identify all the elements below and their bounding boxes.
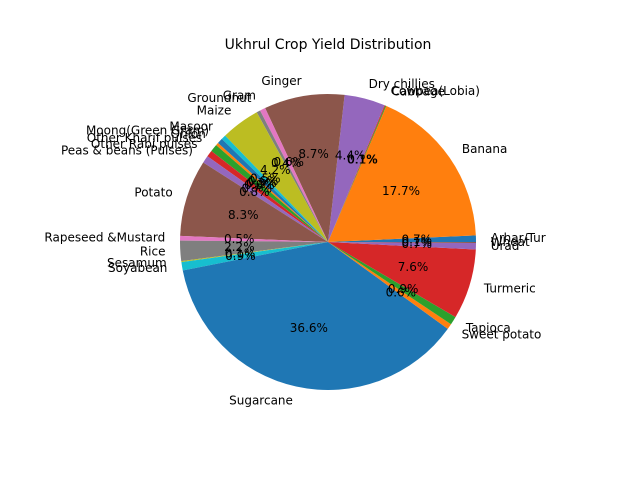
pie-slice-peas-beans-pulses — [203, 156, 328, 242]
pie-slice-cowpea-lobia — [328, 105, 386, 242]
slice-percent-other-kharif-pulses: 0.8% — [244, 178, 275, 192]
slice-percent-maize: 4.2% — [260, 163, 291, 177]
pie-slice-masoor — [221, 135, 328, 242]
slice-percent-cabbage: 0.1% — [347, 153, 378, 167]
slice-percent-cowpea-lobia: 0.1% — [347, 153, 378, 167]
pie-slice-wheat — [328, 242, 476, 243]
pie-slice-sugarcane — [182, 242, 448, 390]
slice-label-ginger: Ginger — [261, 74, 301, 88]
pie-slice-onion — [216, 143, 328, 242]
slice-label-potato: Potato — [134, 186, 172, 200]
pie-slice-other-rabi-pulses — [207, 150, 328, 242]
chart-title: Ukhrul Crop Yield Distribution — [225, 37, 432, 53]
pie-slices — [180, 94, 476, 390]
pie-slice-tapioca — [328, 242, 456, 325]
slice-percent-dry-chillies: 4.4% — [335, 149, 366, 163]
pie-slice-ginger — [265, 94, 345, 242]
pie-slice-sesamum — [181, 242, 328, 263]
slice-label-maize: Maize — [197, 103, 232, 117]
slice-label-cabbage: Cabbage — [392, 85, 445, 99]
slice-percent-wheat: 0.1% — [402, 235, 433, 249]
pie-slice-urad — [328, 242, 476, 250]
pie-slice-maize — [225, 112, 328, 242]
slice-label-groundnut: Groundnut — [187, 91, 251, 105]
pie-slice-soyabean — [181, 242, 328, 271]
slice-label-wheat: Wheat — [491, 235, 530, 249]
slice-label-urad: Urad — [491, 239, 520, 253]
slice-label-tapioca: Tapioca — [465, 321, 511, 335]
pie-slice-rapeseed-mustard — [180, 235, 328, 242]
slice-percent-ginger: 8.7% — [298, 147, 329, 161]
pie-slice-other-kharif-pulses — [211, 145, 328, 242]
slice-percent-urad: 0.7% — [402, 237, 433, 251]
slice-label-sugarcane: Sugarcane — [229, 393, 293, 407]
slice-label-soyabean: Soyabean — [108, 261, 167, 275]
slice-percent-arhar-tur: 0.7% — [402, 233, 433, 247]
pie-slice-sweet-potato — [328, 242, 452, 329]
pie-slice-groundnut — [256, 110, 328, 243]
slice-percent-rapeseed-mustard: 0.5% — [224, 232, 255, 246]
slice-percent-soyabean: 0.9% — [225, 249, 256, 263]
pie-slice-cabbage — [328, 105, 387, 242]
slice-label-peas-beans-pulses: Peas & beans (Pulses) — [61, 144, 193, 158]
slice-label-turmeric: Turmeric — [483, 281, 536, 295]
slice-label-masoor: Masoor — [169, 119, 213, 133]
pie-slice-banana — [328, 105, 476, 243]
pie-slice-rice — [180, 240, 328, 262]
slice-percent-sugarcane: 36.6% — [290, 321, 328, 335]
slice-label-rice: Rice — [140, 244, 166, 258]
slice-percent-gram: 0.6% — [273, 155, 304, 169]
slice-percent-moong-green-gram: 0.6% — [248, 174, 279, 188]
slice-percent-masoor: 0.5% — [250, 172, 281, 186]
slice-label-onion: Onion — [171, 127, 206, 141]
slice-percent-tapioca: 0.9% — [388, 282, 419, 296]
slice-percent-groundnut: 0.4% — [271, 156, 302, 170]
pie-slice-potato — [180, 162, 328, 242]
slice-label-gram: Gram — [223, 88, 256, 102]
pie-slice-gram — [260, 108, 328, 242]
slice-label-other-rabi-pulses: Other Rabi pulses — [91, 137, 198, 151]
slice-label-sesamum: Sesamum — [107, 256, 167, 270]
pie-slice-moong-green-gram — [217, 138, 328, 242]
slice-label-sweet-potato: Sweet potato — [462, 328, 542, 342]
slice-percent-peas-beans-pulses: 0.8% — [239, 185, 270, 199]
slice-percent-rice: 2.2% — [224, 240, 255, 254]
slice-percent-turmeric: 7.6% — [398, 260, 429, 274]
slice-label-banana: Banana — [462, 142, 508, 156]
slice-label-other-kharif-pulses: Other Kharif pulses — [87, 131, 202, 145]
slice-percent-labels: 0.7%17.7%0.1%0.1%4.4%8.7%0.6%0.4%4.2%0.5… — [224, 147, 432, 335]
slice-label-cowpea-lobia: Cowpea(Lobia) — [391, 84, 480, 98]
slice-percent-other-rabi-pulses: 0.7% — [242, 181, 273, 195]
slice-percent-potato: 8.3% — [228, 208, 259, 222]
slice-label-moong-green-gram: Moong(Green Gram) — [86, 123, 209, 137]
pie-slice-dry-chillies — [328, 94, 385, 242]
slice-label-arhar-tur: Arhar/Tur — [491, 231, 546, 245]
slice-label-dry-chillies: Dry chillies — [369, 77, 435, 91]
slice-label-rapeseed-mustard: Rapeseed &Mustard — [44, 230, 165, 244]
pie-slice-turmeric — [328, 242, 476, 318]
slice-percent-banana: 17.7% — [382, 184, 420, 198]
slice-percent-sweet-potato: 0.6% — [386, 285, 417, 299]
pie-slice-arhar-tur — [328, 235, 476, 242]
slice-percent-onion: 0.3% — [246, 176, 277, 190]
slice-percent-sesamum: 0.1% — [225, 246, 256, 260]
